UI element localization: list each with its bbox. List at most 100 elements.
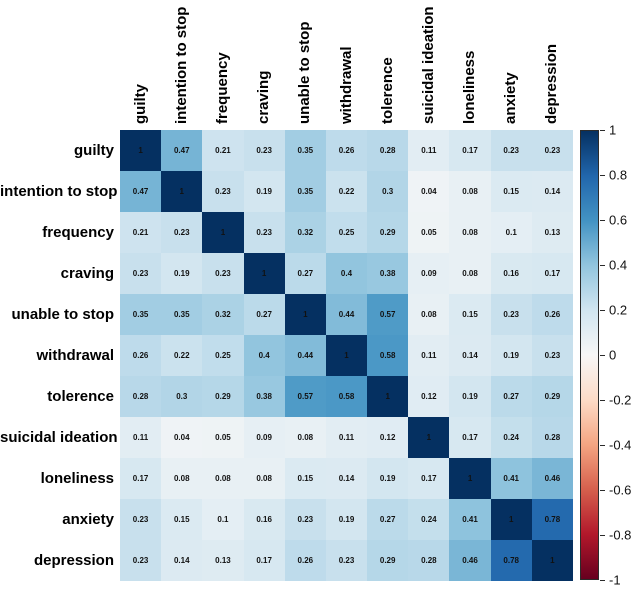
heatmap-cell: 0.09 [243,417,285,458]
colorbar-tick [600,490,605,491]
heatmap-cell: 1 [202,212,244,253]
heatmap-cell: 0.35 [161,294,203,335]
heatmap-cell: 0.57 [284,376,326,417]
heatmap-cell: 1 [531,540,573,581]
row-label: unable to stop [11,306,115,323]
heatmap-cell: 0.04 [161,417,203,458]
col-label: frequency [213,52,231,124]
heatmap-cell: 0.17 [120,458,162,499]
heatmap-cell: 0.4 [243,335,285,376]
col-label: withdrawal [337,46,355,124]
heatmap-cell: 0.17 [449,130,491,171]
heatmap-cell: 0.24 [408,499,450,540]
heatmap-cell: 0.27 [367,499,409,540]
heatmap-cell: 0.12 [408,376,450,417]
heatmap-cell: 0.14 [449,335,491,376]
colorbar-tick-label: -0.8 [609,527,632,543]
row-label: suicidal ideation [0,429,118,446]
heatmap-cell: 0.23 [161,212,203,253]
colorbar-tick [600,535,605,536]
heatmap-cell: 0.23 [490,130,532,171]
heatmap-cell: 0.32 [284,212,326,253]
heatmap-cell: 0.17 [531,253,573,294]
col-label: loneliness [461,50,479,124]
heatmap-cell: 1 [367,376,409,417]
colorbar-tick [600,445,605,446]
row-label: withdrawal [36,347,114,364]
heatmap-cell: 0.14 [531,171,573,212]
colorbar-tick-label: 0 [609,347,617,363]
heatmap-cell: 0.29 [202,376,244,417]
col-label: depression [543,43,561,124]
heatmap-cell: 0.4 [325,253,368,294]
colorbar-tick [600,175,605,176]
heatmap-cell: 0.1 [202,499,244,540]
heatmap-cell: 0.44 [325,294,368,335]
heatmap-cell: 0.23 [202,171,244,212]
heatmap-cell: 0.58 [325,376,368,417]
heatmap-cell: 0.23 [325,540,368,581]
heatmap-cell: 0.46 [449,540,491,581]
heatmap-cell: 0.12 [367,417,409,458]
heatmap-cell: 1 [449,458,491,499]
heatmap-cell: 0.27 [490,376,532,417]
col-label: tolerence [378,57,396,124]
heatmap-cell: 0.27 [284,253,326,294]
row-label: intention to stop [0,183,118,200]
heatmap-cell: 0.38 [367,253,409,294]
colorbar-tick-label: -0.2 [609,392,632,408]
heatmap-cell: 0.19 [161,253,203,294]
heatmap-cell: 1 [408,417,450,458]
heatmap-cell: 0.41 [490,458,532,499]
heatmap-cell: 0.23 [243,212,285,253]
heatmap-cell: 0.47 [120,171,162,212]
row-label: tolerence [47,388,114,405]
row-label: frequency [42,224,114,241]
heatmap-cell: 0.28 [408,540,450,581]
heatmap-grid: 1 0.47 0.21 0.23 0.35 0.26 0.28 0.11 0.17 0.23 0.2… [120,130,573,581]
heatmap-cell: 0.19 [243,171,285,212]
heatmap-cell: 1 [284,294,326,335]
heatmap-cell: 0.13 [202,540,244,581]
heatmap-cell: 0.44 [284,335,326,376]
heatmap-cell: 0.21 [202,130,244,171]
heatmap-cell: 0.24 [490,417,532,458]
heatmap-cell: 0.16 [243,499,285,540]
col-label: guilty [131,84,149,124]
heatmap-cell: 0.38 [243,376,285,417]
heatmap-cell: 0.19 [490,335,532,376]
heatmap-cell: 0.22 [325,171,368,212]
row-labels: guilty intention to stop frequency craving u… [0,130,118,581]
heatmap-cell: 0.05 [408,212,450,253]
heatmap-cell: 0.14 [161,540,203,581]
heatmap-cell: 0.25 [202,335,244,376]
heatmap-cell: 0.23 [284,499,326,540]
heatmap-cell: 1 [120,130,162,171]
col-label: craving [255,70,273,124]
heatmap-cell: 0.28 [367,130,409,171]
heatmap-cell: 0.57 [367,294,409,335]
heatmap-cell: 0.16 [490,253,532,294]
heatmap-cell: 0.26 [325,130,368,171]
colorbar-tick [600,265,605,266]
heatmap-cell: 0.28 [120,376,162,417]
heatmap-cell: 0.78 [531,499,573,540]
heatmap-cell: 0.11 [325,417,368,458]
heatmap-cell: 0.08 [202,458,244,499]
heatmap-cell: 0.17 [408,458,450,499]
heatmap-cell: 0.15 [284,458,326,499]
col-label: anxiety [502,72,520,124]
colorbar-tick-label: -0.6 [609,482,632,498]
heatmap-cell: 0.29 [367,540,409,581]
heatmap-cell: 0.15 [490,171,532,212]
heatmap-cell: 0.25 [325,212,368,253]
colorbar-tick [600,130,605,131]
heatmap-cell: 0.08 [243,458,285,499]
heatmap-cell: 0.41 [449,499,491,540]
colorbar-tick-label: 0.2 [609,302,628,318]
heatmap-cell: 0.32 [202,294,244,335]
heatmap-cell: 0.11 [408,335,450,376]
heatmap-cell: 0.21 [120,212,162,253]
heatmap-cell: 0.19 [367,458,409,499]
